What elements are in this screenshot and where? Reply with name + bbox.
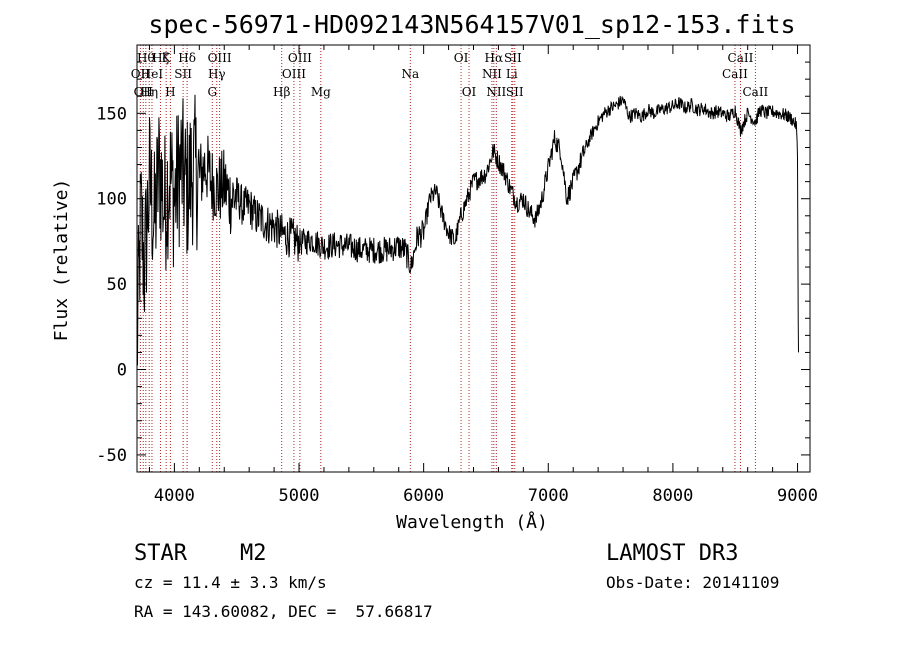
spectral-line-label: K bbox=[162, 51, 172, 65]
y-tick-label: 100 bbox=[96, 190, 127, 210]
chart-title: spec-56971-HD092143N564157V01_sp12-153.f… bbox=[148, 10, 795, 39]
spectral-line-label: OII bbox=[131, 67, 151, 81]
spectral-line-label: Hθ bbox=[137, 51, 155, 65]
spectral-line-labels: OII OII Hθ Hη HeI HζK H SII Hδ G Hγ OIII Hβ OIII OIII M… bbox=[131, 51, 769, 99]
obs-date: Obs-Date: 20141109 bbox=[606, 573, 779, 592]
survey-name: LAMOST DR3 bbox=[606, 541, 738, 566]
spectral-line-label: CaII bbox=[728, 51, 754, 65]
spectral-line-label: OI bbox=[454, 51, 469, 65]
spectral-line-label: SII bbox=[506, 85, 524, 99]
spectral-line-label: HeI bbox=[141, 67, 164, 81]
redshift-cz: cz = 11.4 ± 3.3 km/s bbox=[134, 573, 327, 592]
spectral-line-label: SII bbox=[504, 51, 522, 65]
y-tick-label: 150 bbox=[96, 104, 127, 124]
spectral-line-label: G bbox=[207, 85, 217, 99]
spectral-line-label: CaII bbox=[722, 67, 748, 81]
spectral-line-label: CaII bbox=[742, 85, 768, 99]
spectral-line-label: NII bbox=[486, 85, 506, 99]
y-axis-ticks: -50 0 50 100 150 bbox=[96, 61, 810, 466]
spectral-line-label: SII bbox=[174, 67, 192, 81]
spectral-line-label: OII bbox=[134, 85, 154, 99]
x-axis-label: Wavelength (Å) bbox=[396, 511, 548, 533]
spectral-line-label: NII bbox=[482, 67, 502, 81]
y-tick-label: 50 bbox=[107, 275, 127, 295]
spectral-line-label: Mg bbox=[311, 85, 331, 99]
spectral-line-label: Hβ bbox=[273, 85, 290, 99]
object-class: STAR bbox=[134, 541, 188, 566]
spectral-line-label: H bbox=[165, 85, 175, 99]
x-tick-label: 8000 bbox=[652, 486, 693, 506]
plot-frame bbox=[136, 44, 811, 473]
spectral-line-label: Na bbox=[401, 67, 419, 81]
x-tick-label: 5000 bbox=[279, 486, 320, 506]
spectral-line-label: OIII bbox=[282, 67, 306, 81]
x-tick-label: 6000 bbox=[403, 486, 444, 506]
spectral-line-label: OIII bbox=[288, 51, 312, 65]
x-axis-ticks: 4000 5000 6000 7000 8000 9000 bbox=[148, 45, 818, 506]
spectral-line-label: OIII bbox=[208, 51, 232, 65]
x-tick-label: 7000 bbox=[528, 486, 569, 506]
spectral-line-label: Hα bbox=[485, 51, 504, 65]
subclass: M2 bbox=[240, 541, 267, 566]
spectrum-series-line bbox=[136, 94, 799, 366]
y-axis-label: Flux (relative) bbox=[51, 179, 72, 342]
spectral-line-label: Hζ bbox=[152, 51, 169, 65]
x-tick-label: 9000 bbox=[777, 486, 818, 506]
spectral-line-label: Li bbox=[506, 67, 518, 81]
spectral-line-label: Hη bbox=[140, 85, 158, 99]
x-tick-label: 4000 bbox=[154, 486, 195, 506]
spectral-line-label: OI bbox=[462, 85, 477, 99]
coordinates: RA = 143.60082, DEC = 57.66817 bbox=[134, 602, 433, 621]
y-tick-label: -50 bbox=[96, 446, 127, 466]
y-tick-label: 0 bbox=[117, 361, 127, 381]
spectral-line-label: Hδ bbox=[178, 51, 196, 65]
spectral-line-label: Hγ bbox=[208, 67, 226, 81]
